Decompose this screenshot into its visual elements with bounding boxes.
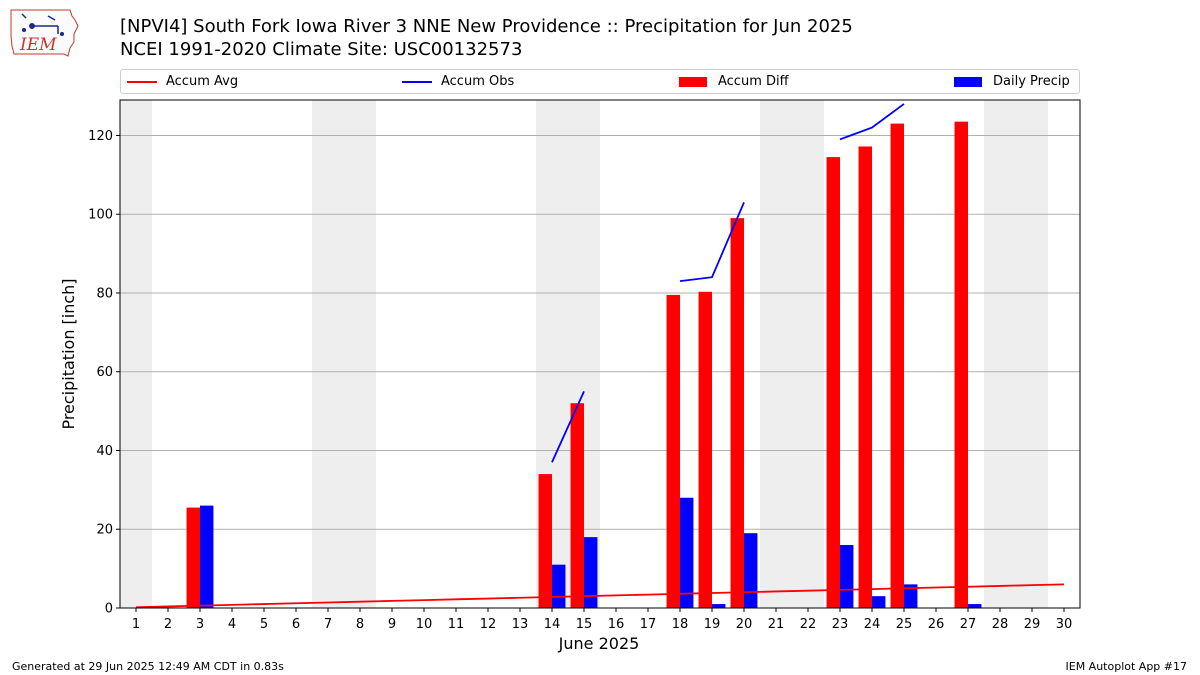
legend-item-accum-avg: Accum Avg bbox=[127, 70, 238, 93]
accum-diff-bar bbox=[730, 218, 744, 609]
legend-item-accum-diff: Accum Diff bbox=[679, 70, 789, 93]
weekend-band bbox=[760, 100, 792, 608]
y-tick-label: 20 bbox=[96, 523, 113, 538]
chart-legend: Accum Avg Accum Obs Accum Diff Daily Pre… bbox=[120, 69, 1080, 94]
legend-item-accum-obs: Accum Obs bbox=[402, 70, 514, 93]
accum-diff-bar bbox=[570, 403, 584, 608]
legend-swatch bbox=[402, 80, 432, 83]
weekend-band bbox=[344, 100, 376, 608]
grid-lines bbox=[120, 134, 1080, 530]
accum-diff-bar bbox=[858, 146, 872, 609]
accum-diff-bar bbox=[186, 507, 200, 608]
x-tick-label: 4 bbox=[228, 617, 236, 632]
legend-label: Daily Precip bbox=[993, 74, 1070, 89]
legend-label: Accum Obs bbox=[441, 74, 515, 89]
x-tick-label: 25 bbox=[896, 617, 913, 632]
x-tick-label: 1 bbox=[132, 617, 140, 632]
x-tick-label: 27 bbox=[960, 617, 977, 632]
weekend-band bbox=[1016, 100, 1048, 608]
x-axis-label: June 2025 bbox=[558, 634, 640, 653]
y-tick-label: 40 bbox=[96, 444, 113, 459]
iem-logo: IEM bbox=[10, 9, 79, 57]
y-tick-label: 60 bbox=[96, 365, 113, 380]
legend-label: Accum Diff bbox=[718, 74, 789, 89]
x-tick-label: 2 bbox=[164, 617, 172, 632]
x-tick-label: 11 bbox=[448, 617, 465, 632]
legend-item-daily-precip: Daily Precip bbox=[954, 70, 1070, 93]
x-tick-label: 19 bbox=[704, 617, 721, 632]
iem-logo-text: IEM bbox=[19, 35, 57, 55]
accum-obs-line bbox=[839, 103, 905, 141]
footer-generated-text: Generated at 29 Jun 2025 12:49 AM CDT in… bbox=[12, 660, 284, 673]
accum-diff-bar bbox=[698, 291, 712, 608]
x-tick-label: 3 bbox=[196, 617, 204, 632]
x-tick-label: 28 bbox=[992, 617, 1009, 632]
daily-precip-bar bbox=[968, 604, 982, 608]
daily-precip-bar bbox=[712, 604, 726, 608]
x-tick-label: 17 bbox=[640, 617, 657, 632]
accum-diff-bar bbox=[954, 121, 968, 609]
accum-avg-line bbox=[135, 583, 1065, 609]
accum-obs-line bbox=[679, 202, 745, 283]
weekend-band bbox=[792, 100, 824, 608]
y-axis-label: Precipitation [inch] bbox=[59, 278, 78, 429]
x-tick-label: 13 bbox=[512, 617, 529, 632]
y-tick-label: 120 bbox=[88, 129, 113, 144]
accum-diff-bar bbox=[666, 294, 680, 608]
daily-precip-bar bbox=[872, 596, 886, 608]
x-tick-label: 9 bbox=[388, 617, 396, 632]
daily-precip-bar bbox=[744, 533, 758, 608]
x-tick-label: 21 bbox=[768, 617, 785, 632]
accum-diff-bar bbox=[826, 157, 840, 608]
weekend-band bbox=[984, 100, 1016, 608]
x-tick-label: 23 bbox=[832, 617, 849, 632]
x-tick-label: 22 bbox=[800, 617, 817, 632]
legend-swatch bbox=[954, 76, 982, 87]
iowa-state-outline bbox=[10, 9, 79, 57]
accum-obs-line bbox=[551, 391, 585, 463]
x-tick-label: 8 bbox=[356, 617, 364, 632]
footer-app-text: IEM Autoplot App #17 bbox=[1065, 660, 1188, 673]
x-tick-label: 5 bbox=[260, 617, 268, 632]
x-tick-label: 26 bbox=[928, 617, 945, 632]
x-tick-label: 10 bbox=[416, 617, 433, 632]
x-tick-label: 15 bbox=[576, 617, 593, 632]
daily-precip-bar bbox=[680, 497, 694, 608]
x-tick-label: 7 bbox=[324, 617, 332, 632]
x-tick-label: 20 bbox=[736, 617, 753, 632]
daily-precip-bar bbox=[200, 505, 214, 608]
daily-precip-bar bbox=[552, 564, 566, 608]
x-tick-label: 12 bbox=[480, 617, 497, 632]
weekend-band bbox=[120, 100, 152, 608]
y-tick-label: 0 bbox=[105, 602, 113, 617]
legend-swatch bbox=[679, 76, 707, 87]
y-tick-label: 100 bbox=[88, 208, 113, 223]
x-tick-label: 14 bbox=[544, 617, 561, 632]
x-tick-label: 18 bbox=[672, 617, 689, 632]
legend-label: Accum Avg bbox=[166, 74, 239, 89]
daily-precip-bar bbox=[840, 544, 854, 608]
weekend-band bbox=[312, 100, 344, 608]
y-tick-label: 80 bbox=[96, 286, 113, 301]
chart-subtitle: NCEI 1991-2020 Climate Site: USC00132573 bbox=[120, 39, 523, 60]
accum-diff-bar bbox=[538, 474, 552, 608]
legend-swatch bbox=[127, 80, 157, 83]
x-tick-label: 29 bbox=[1024, 617, 1041, 632]
accum-diff-bar bbox=[890, 123, 904, 609]
x-tick-label: 30 bbox=[1056, 617, 1073, 632]
bars bbox=[186, 121, 982, 609]
x-tick-label: 16 bbox=[608, 617, 625, 632]
plot-frame bbox=[119, 99, 1081, 609]
chart-title: [NPVI4] South Fork Iowa River 3 NNE New … bbox=[120, 16, 853, 37]
daily-precip-bar bbox=[584, 537, 598, 608]
lines bbox=[135, 103, 1065, 609]
daily-precip-bar bbox=[904, 584, 918, 608]
x-tick-label: 6 bbox=[292, 617, 300, 632]
x-tick-label: 24 bbox=[864, 617, 881, 632]
